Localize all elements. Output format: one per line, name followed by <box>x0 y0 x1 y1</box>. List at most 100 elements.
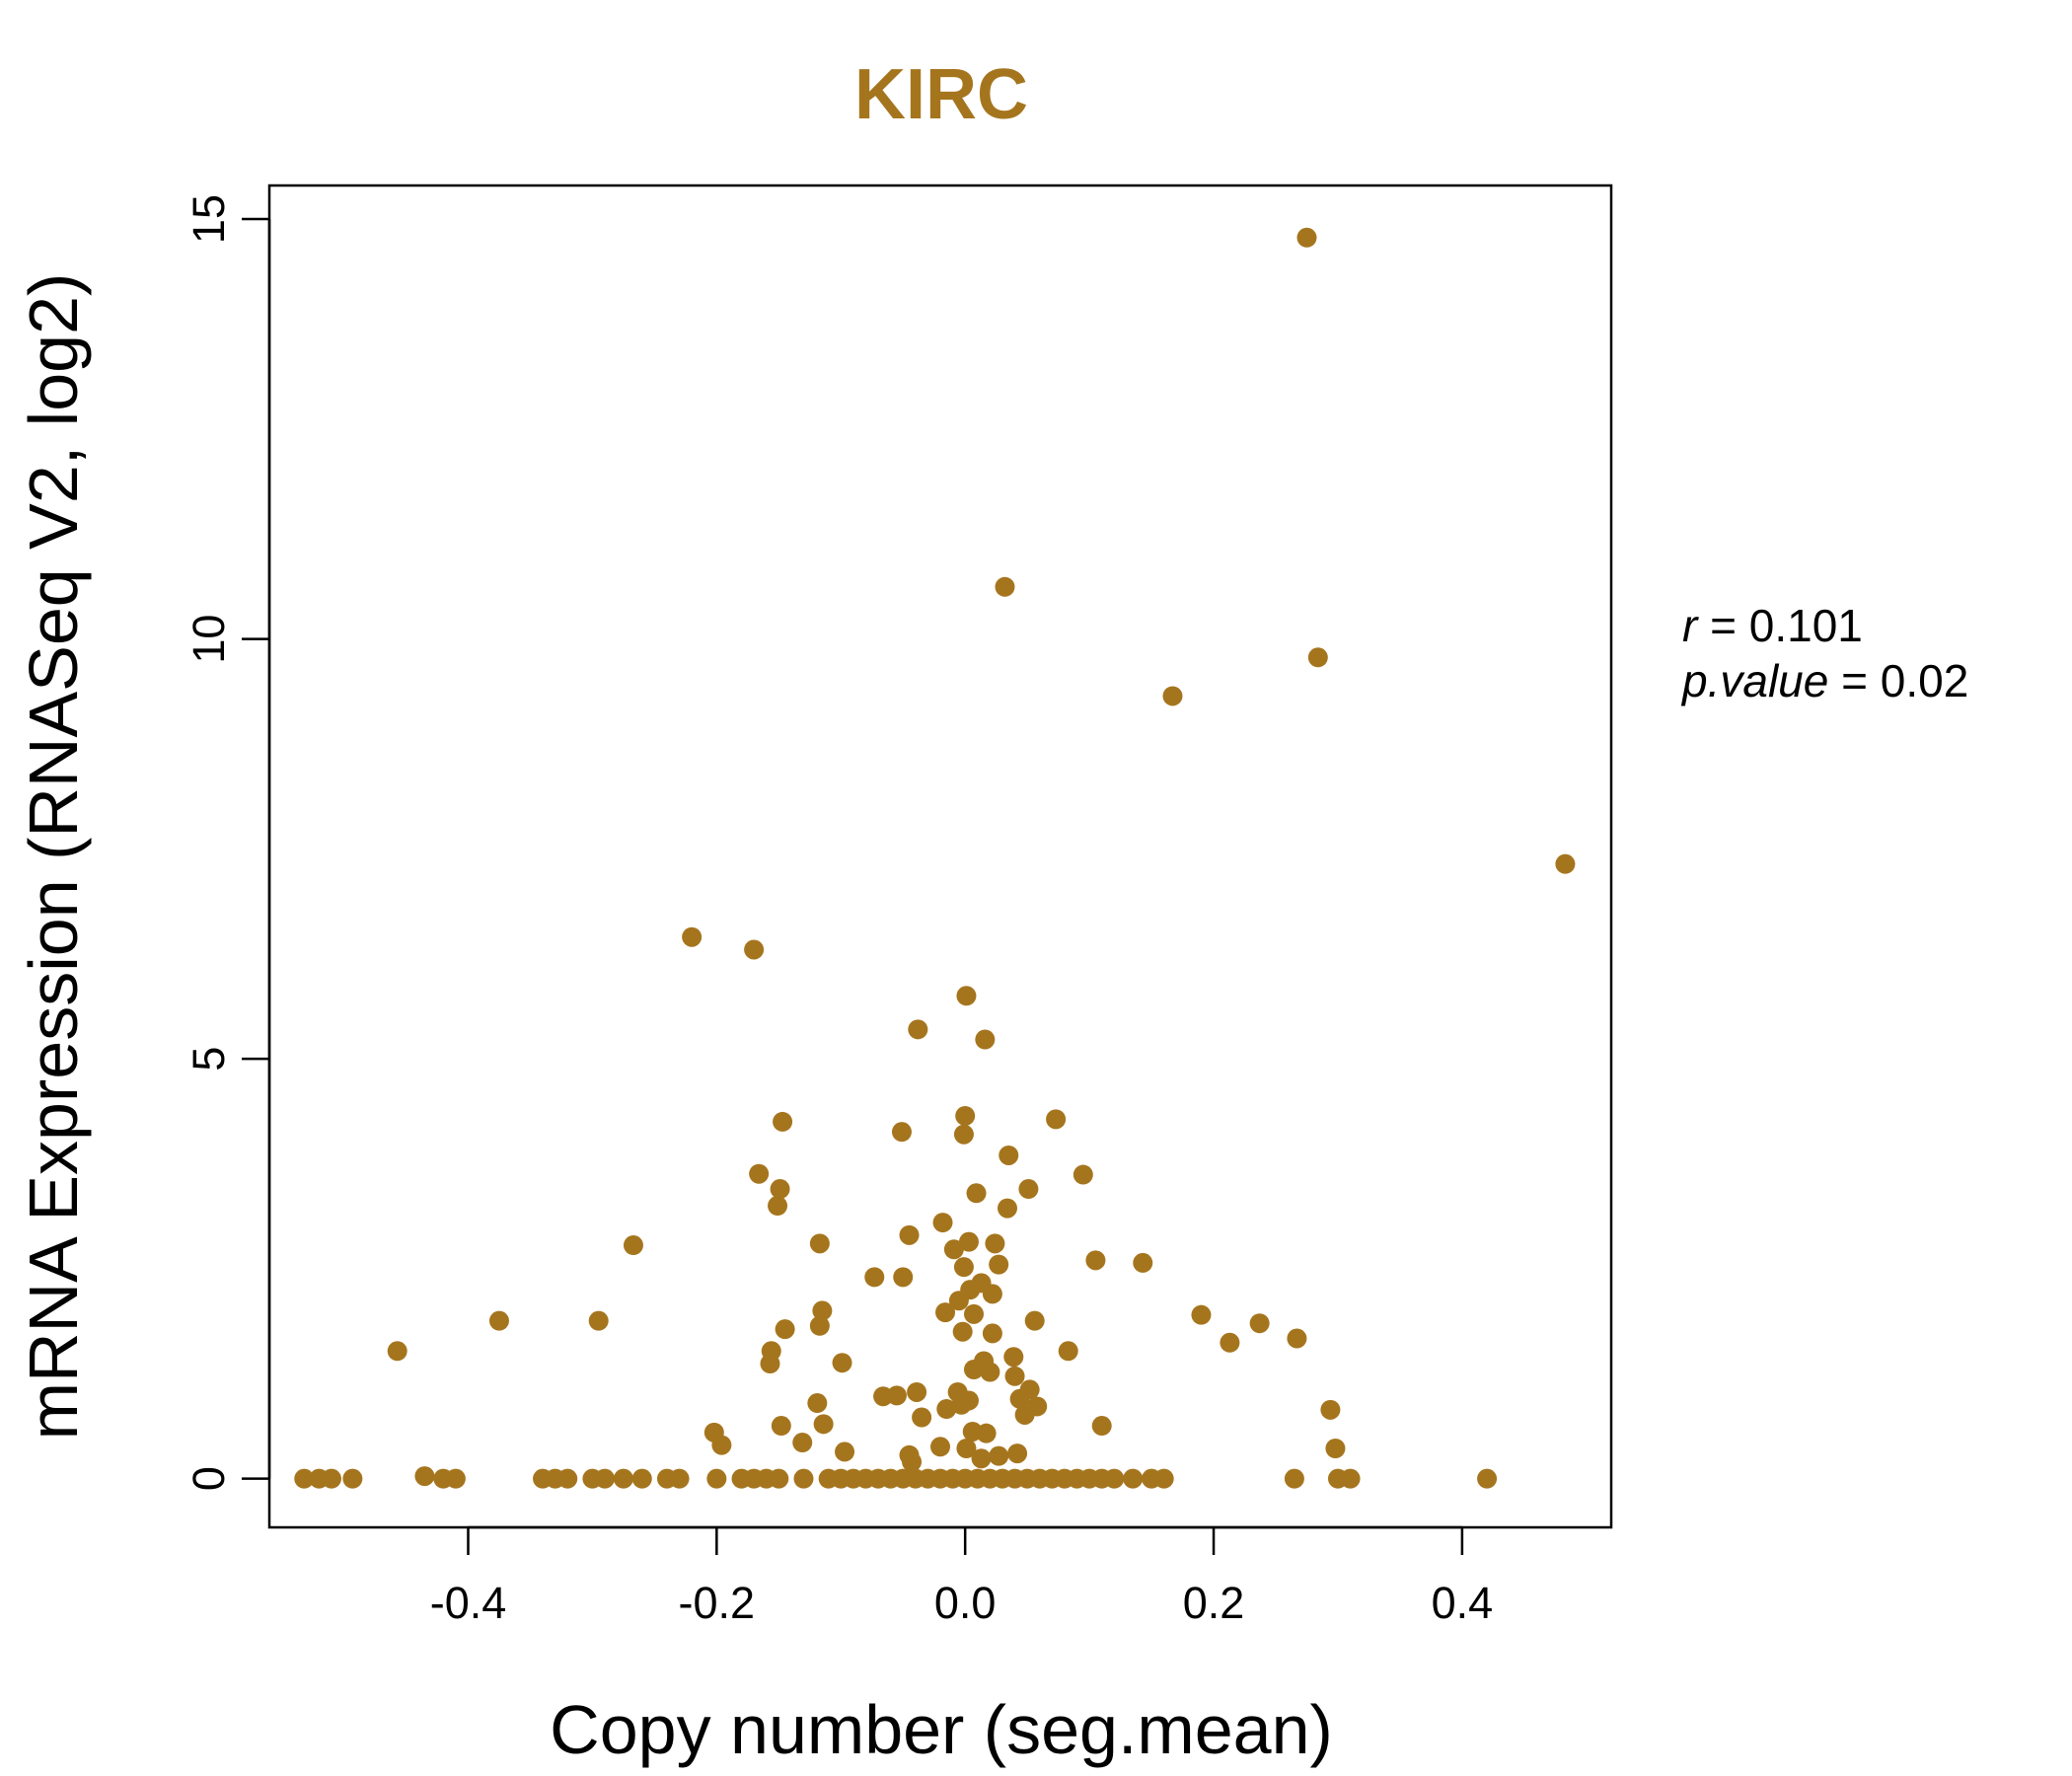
y-tick-label: 5 <box>184 1047 234 1072</box>
data-point <box>951 1394 972 1415</box>
data-point <box>1249 1313 1270 1334</box>
data-point <box>342 1468 363 1489</box>
data-point <box>912 1407 932 1428</box>
data-point <box>964 1360 984 1379</box>
r-statistic: r = 0.101 <box>1682 600 1863 651</box>
data-point <box>835 1442 855 1462</box>
data-point <box>809 1315 830 1336</box>
data-point <box>775 1319 795 1340</box>
data-point <box>907 1381 927 1402</box>
data-point <box>999 1145 1019 1165</box>
data-point <box>964 1303 984 1324</box>
data-point <box>982 1323 1002 1344</box>
data-point <box>1133 1252 1153 1273</box>
data-point <box>771 1416 791 1437</box>
data-point <box>1340 1468 1361 1489</box>
data-point <box>1073 1164 1093 1185</box>
data-point <box>891 1122 912 1143</box>
data-point <box>1325 1439 1346 1458</box>
data-point <box>706 1468 727 1489</box>
data-point <box>744 939 765 960</box>
data-point <box>769 1468 789 1489</box>
data-point <box>768 1196 788 1217</box>
data-point <box>998 1198 1017 1219</box>
data-point <box>631 1468 652 1489</box>
data-point <box>1003 1347 1024 1368</box>
r-value: 0.101 <box>1749 600 1863 651</box>
x-axis: -0.4 -0.2 0.0 0.2 0.4 <box>430 1525 1494 1628</box>
data-point <box>932 1213 953 1233</box>
plot-frame <box>267 184 1613 1529</box>
data-point <box>953 1124 974 1145</box>
data-point <box>773 1111 793 1132</box>
data-point <box>943 1239 964 1260</box>
data-point <box>1104 1468 1125 1489</box>
data-point <box>294 1468 315 1489</box>
data-point <box>982 1284 1002 1304</box>
data-point <box>971 1448 992 1469</box>
data-point <box>445 1468 466 1489</box>
data-point <box>1085 1250 1106 1271</box>
data-point <box>1153 1468 1174 1489</box>
x-tick-label: -0.4 <box>430 1578 507 1628</box>
r-equals: = <box>1697 600 1748 651</box>
data-point <box>387 1341 407 1362</box>
data-point <box>760 1354 780 1374</box>
y-axis: 0 5 10 15 <box>184 194 271 1491</box>
data-point <box>1024 1310 1045 1331</box>
data-point <box>1058 1341 1078 1362</box>
data-point <box>985 1233 1005 1254</box>
data-point <box>669 1468 690 1489</box>
data-point <box>488 1310 509 1331</box>
data-point <box>1009 1388 1030 1409</box>
data-point <box>807 1393 828 1414</box>
data-point <box>1007 1443 1028 1464</box>
data-point <box>948 1291 969 1311</box>
data-points <box>294 227 1576 1489</box>
data-point <box>930 1437 950 1457</box>
data-point <box>952 1321 973 1342</box>
data-point <box>989 1445 1009 1466</box>
data-point <box>1307 647 1328 668</box>
data-point <box>623 1235 643 1256</box>
x-tick-label: 0.0 <box>934 1578 997 1628</box>
x-axis-label: Copy number (seg.mean) <box>550 1691 1333 1768</box>
data-point <box>899 1224 920 1245</box>
data-point <box>792 1433 813 1453</box>
data-point <box>812 1300 833 1321</box>
data-point <box>935 1302 956 1323</box>
chart-title: KIRC <box>854 55 1028 134</box>
data-point <box>1320 1399 1341 1420</box>
y-tick-label: 10 <box>184 615 234 664</box>
data-point <box>1287 1328 1307 1349</box>
data-point <box>1123 1468 1144 1489</box>
data-point <box>989 1254 1009 1275</box>
x-tick-label: -0.2 <box>679 1578 756 1628</box>
data-point <box>953 1257 974 1278</box>
data-point <box>1284 1468 1304 1489</box>
y-axis-label: mRNA Expression (RNASeq V2, log2) <box>15 273 92 1441</box>
data-point <box>321 1468 341 1489</box>
data-point <box>809 1233 830 1254</box>
data-point <box>980 1362 1000 1382</box>
data-point <box>1162 686 1183 706</box>
data-point <box>1018 1179 1039 1200</box>
data-point <box>976 1423 997 1443</box>
y-tick-label: 0 <box>184 1466 234 1491</box>
p-value-statistic: p.value = 0.02 <box>1680 655 1968 706</box>
data-point <box>1191 1304 1212 1325</box>
data-point <box>711 1435 732 1455</box>
data-point <box>864 1267 885 1288</box>
data-point <box>886 1385 907 1406</box>
data-point <box>966 1183 987 1204</box>
data-point <box>1046 1109 1067 1130</box>
data-point <box>1220 1332 1240 1353</box>
data-point <box>893 1267 914 1288</box>
data-point <box>414 1466 435 1487</box>
data-point <box>955 1105 976 1126</box>
data-point <box>936 1399 957 1419</box>
x-tick-label: 0.4 <box>1432 1578 1494 1628</box>
r-symbol: r <box>1682 600 1699 651</box>
data-point <box>613 1468 633 1489</box>
data-point <box>588 1310 609 1331</box>
